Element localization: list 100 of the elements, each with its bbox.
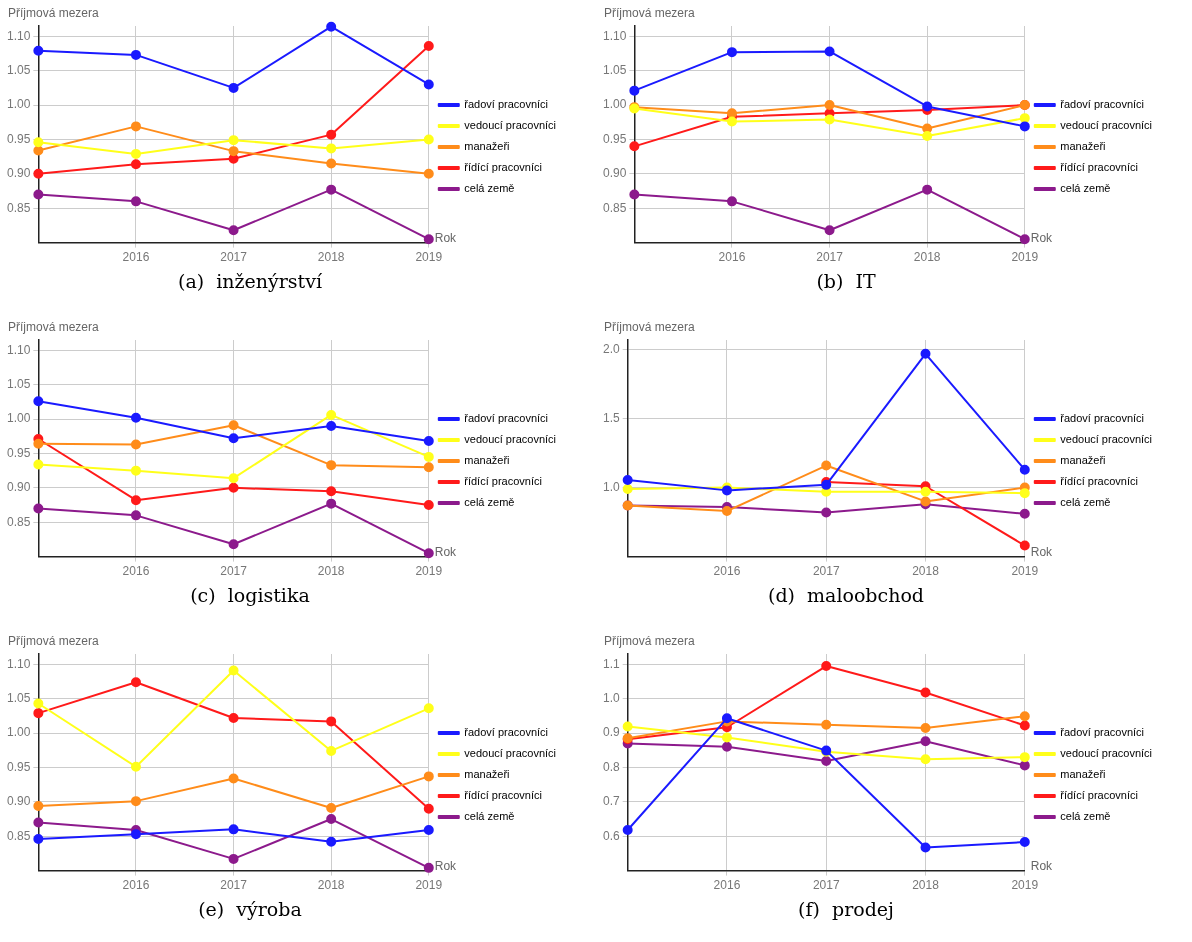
- y-tick-label: 0.85: [7, 514, 31, 529]
- legend-label: vedoucí pracovníci: [1060, 747, 1152, 760]
- x-tick-label: 2018: [913, 250, 941, 265]
- y-tick-label: 0.90: [7, 480, 31, 495]
- y-axis-title: Příjmová mezera: [604, 634, 696, 649]
- y-tick-label: 1.00: [7, 411, 31, 426]
- y-tick-label: 0.85: [7, 200, 31, 215]
- y-tick-label: 1.00: [603, 97, 627, 112]
- text: (a) inženýrství: [176, 270, 324, 292]
- x-tick-label: 2018: [912, 878, 940, 893]
- y-tick-label: 0.95: [7, 759, 31, 774]
- legend-label: řídící pracovníci: [1060, 161, 1138, 174]
- legend-label: řadoví pracovníci: [1060, 412, 1145, 425]
- x-tick-label: 2016: [718, 250, 746, 265]
- y-tick-label: 0.85: [603, 200, 627, 215]
- x-tick-label: 2017: [220, 878, 248, 893]
- legend-label: řadoví pracovníci: [464, 98, 549, 111]
- x-tick-label: 2018: [317, 250, 345, 265]
- x-tick-label: 2017: [220, 250, 248, 265]
- legend-label: řadoví pracovníci: [464, 412, 549, 425]
- x-tick-label: 2019: [415, 878, 443, 893]
- y-tick-label: 1.5: [602, 410, 620, 425]
- y-tick-label: 2.0: [602, 341, 620, 356]
- text: (e) výroba: [197, 898, 303, 920]
- legend-label: řídící pracovníci: [464, 789, 542, 802]
- text: (d) maloobchod: [767, 584, 925, 606]
- legend-label: celá země: [1060, 810, 1111, 823]
- x-tick-label: 2019: [415, 250, 443, 265]
- x-tick-label: 2017: [816, 250, 844, 265]
- legend-label: manažeři: [1060, 140, 1106, 153]
- y-axis-title: Příjmová mezera: [8, 634, 100, 649]
- x-axis-title: Rok: [434, 544, 458, 559]
- legend-label: manažeři: [464, 768, 510, 781]
- legend-label: celá země: [464, 496, 515, 509]
- x-axis-title: Rok: [434, 230, 458, 245]
- y-tick-label: 1.05: [7, 691, 31, 706]
- legend-label: vedoucí pracovníci: [464, 433, 556, 446]
- x-axis-title: Rok: [434, 858, 458, 873]
- x-tick-label: 2016: [122, 878, 150, 893]
- y-tick-label: 0.90: [603, 166, 627, 181]
- text: (f) prodej: [797, 898, 895, 920]
- text: (b) IT: [815, 270, 877, 292]
- legend-label: řadoví pracovníci: [1060, 98, 1145, 111]
- legend-label: celá země: [464, 810, 515, 823]
- legend-label: řídící pracovníci: [1060, 789, 1138, 802]
- x-tick-label: 2019: [1011, 878, 1039, 893]
- y-tick-label: 1.05: [7, 377, 31, 392]
- x-tick-label: 2019: [415, 564, 443, 579]
- x-tick-label: 2017: [220, 564, 248, 579]
- legend-label: manažeři: [464, 454, 510, 467]
- x-tick-label: 2016: [122, 250, 150, 265]
- legend-label: vedoucí pracovníci: [464, 747, 556, 760]
- x-tick-label: 2019: [1011, 250, 1039, 265]
- y-tick-label: 0.8: [602, 759, 620, 774]
- y-tick-label: 0.95: [603, 131, 627, 146]
- y-tick-label: 0.9: [602, 725, 620, 740]
- y-tick-label: 1.10: [7, 656, 31, 671]
- x-tick-label: 2016: [122, 564, 150, 579]
- legend-label: celá země: [464, 182, 515, 195]
- x-tick-label: 2019: [1011, 564, 1039, 579]
- x-axis-title: Rok: [1030, 544, 1054, 559]
- y-tick-label: 1.00: [7, 725, 31, 740]
- x-tick-label: 2016: [713, 878, 741, 893]
- legend-label: řídící pracovníci: [464, 475, 542, 488]
- legend-label: manažeři: [464, 140, 510, 153]
- x-tick-label: 2018: [912, 564, 940, 579]
- y-tick-label: 1.00: [7, 97, 31, 112]
- legend-label: vedoucí pracovníci: [1060, 433, 1152, 446]
- y-tick-label: 0.90: [7, 166, 31, 181]
- legend-label: vedoucí pracovníci: [464, 119, 556, 132]
- y-tick-label: 0.85: [7, 828, 31, 843]
- x-tick-label: 2018: [317, 878, 345, 893]
- y-tick-label: 1.05: [7, 63, 31, 78]
- y-tick-label: 0.6: [602, 828, 620, 843]
- legend-label: řídící pracovníci: [464, 161, 542, 174]
- y-tick-label: 1.1: [602, 656, 620, 671]
- x-tick-label: 2016: [713, 564, 741, 579]
- y-tick-label: 0.95: [7, 131, 31, 146]
- y-axis-title: Příjmová mezera: [8, 6, 100, 21]
- y-tick-label: 0.7: [602, 794, 620, 809]
- legend-label: celá země: [1060, 182, 1111, 195]
- y-axis-title: Příjmová mezera: [8, 320, 100, 335]
- y-axis-title: Příjmová mezera: [604, 320, 696, 335]
- text: (c) logistika: [189, 584, 311, 606]
- y-tick-label: 0.90: [7, 794, 31, 809]
- legend-label: řídící pracovníci: [1060, 475, 1138, 488]
- y-tick-label: 1.10: [603, 28, 627, 43]
- legend-label: vedoucí pracovníci: [1060, 119, 1152, 132]
- x-axis-title: Rok: [1030, 230, 1054, 245]
- y-tick-label: 1.10: [7, 342, 31, 357]
- legend-label: manažeři: [1060, 454, 1106, 467]
- legend-label: řadoví pracovníci: [1060, 726, 1145, 739]
- x-tick-label: 2018: [317, 564, 345, 579]
- legend-label: celá země: [1060, 496, 1111, 509]
- x-tick-label: 2017: [812, 564, 840, 579]
- y-tick-label: 1.0: [602, 479, 620, 494]
- x-tick-label: 2017: [812, 878, 840, 893]
- y-tick-label: 0.95: [7, 445, 31, 460]
- y-tick-label: 1.0: [602, 691, 620, 706]
- y-tick-label: 1.05: [603, 63, 627, 78]
